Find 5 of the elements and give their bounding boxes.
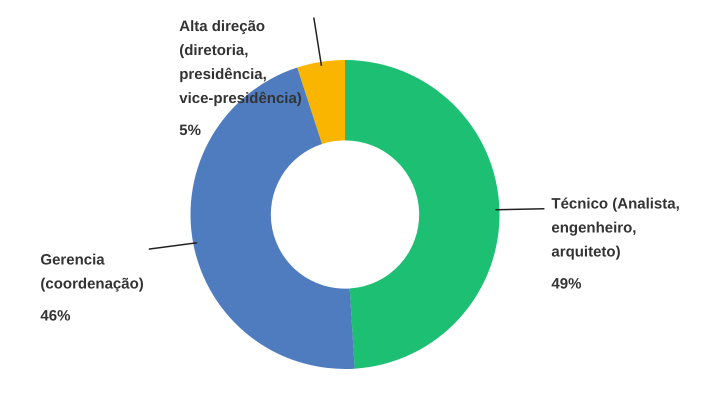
slice-label: Técnico (Analista, engenheiro, arquiteto)	[551, 195, 680, 260]
slice-label: Gerencia (coordenação)	[40, 252, 144, 293]
data-label: 49%	[551, 275, 582, 292]
data-label: 46%	[40, 308, 70, 325]
data-label: 5%	[179, 122, 201, 140]
